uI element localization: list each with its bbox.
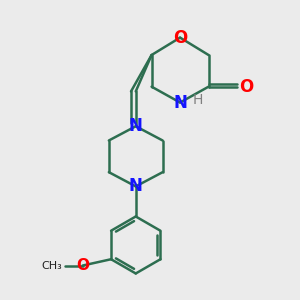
Text: O: O	[239, 78, 253, 96]
Text: N: N	[129, 177, 143, 195]
Text: N: N	[173, 94, 187, 112]
Text: CH₃: CH₃	[41, 261, 62, 271]
Text: O: O	[76, 258, 89, 273]
Text: O: O	[173, 28, 187, 46]
Text: H: H	[192, 93, 203, 107]
Text: N: N	[129, 117, 143, 135]
